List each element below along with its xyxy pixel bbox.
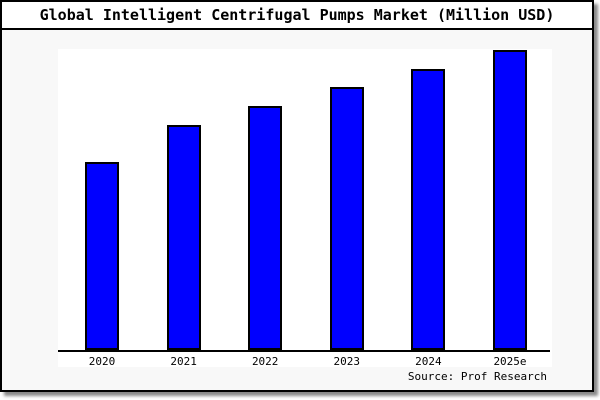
plot-area: 2020 2021 2022 2023 2024 2025e <box>58 49 552 368</box>
x-tick-label-2020: 2020 <box>88 355 116 368</box>
x-tick-label-2021: 2021 <box>170 355 197 368</box>
chart-title-bar: Global Intelligent Centrifugal Pumps Mar… <box>2 2 592 30</box>
bar-2024 <box>411 69 446 350</box>
bar-2022 <box>248 106 283 350</box>
x-tick-label-2023: 2023 <box>333 355 361 368</box>
bar-2021 <box>166 125 201 350</box>
x-tick-label-2024: 2024 <box>415 355 442 368</box>
source-note: Source: Prof Research <box>407 370 547 383</box>
chart-frame: Global Intelligent Centrifugal Pumps Mar… <box>0 0 594 392</box>
bar-2023 <box>329 87 364 350</box>
chart-title: Global Intelligent Centrifugal Pumps Mar… <box>39 6 555 24</box>
bar-2020 <box>85 162 119 350</box>
bar-2025e <box>493 50 527 350</box>
x-tick-label-2025e: 2025e <box>493 355 527 368</box>
x-axis-line <box>58 350 550 352</box>
chart-body: 2020 2021 2022 2023 2024 2025e Source: Prof R… <box>2 30 592 390</box>
x-tick-label-2022: 2022 <box>251 355 279 368</box>
